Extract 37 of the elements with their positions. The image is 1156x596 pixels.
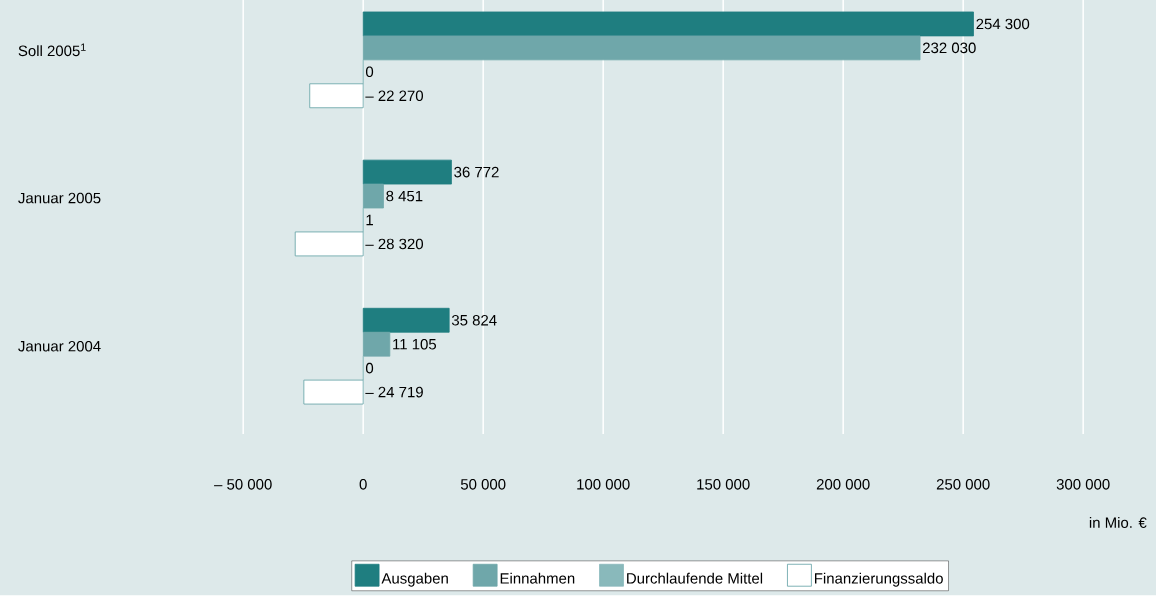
bar [362,159,452,185]
data-label: – 24 719 [365,387,423,398]
x-tick-label: 150 000 [697,479,750,490]
x-tick-label: 100 000 [577,479,630,490]
data-label: 0 [365,363,374,374]
x-tick-label: 50 000 [460,479,506,490]
data-label: 35 824 [451,315,497,326]
data-label: – 22 270 [365,90,424,102]
data-label: 8 451 [386,190,423,202]
data-label: 36 772 [454,167,499,178]
data-label: 0 [365,66,374,78]
bar [362,11,974,37]
data-label: 1 [366,215,373,226]
x-tick-label: 250 000 [936,479,990,490]
x-tick-label: – 50 000 [214,479,272,490]
x-tick-label: 300 000 [1056,479,1110,490]
y-tick-label: Januar 2004 [18,341,101,352]
legend-label: Durchlaufende Mittel [627,572,763,584]
legend-label: Finanzierungssaldo [815,572,943,587]
bar [362,332,391,357]
data-label: 254 300 [976,18,1030,30]
bar [303,379,364,405]
x-tick-label: 0 [359,479,367,490]
x-axis-title: in Mio. € [1089,517,1147,529]
legend-label: Einnahmen [500,572,575,584]
legend-label: Ausgaben [381,572,448,587]
y-tick-label: Soll 2005$^{1}$ [18,43,86,57]
bar [294,231,364,257]
y-tick-label: Januar 2005 [18,192,101,204]
data-label: – 28 320 [365,238,424,250]
x-tick-label: 200 000 [816,479,870,490]
data-label: 11 105 [393,339,437,350]
bar [362,308,450,333]
bar [309,83,364,109]
bar [362,183,384,209]
bar [362,35,921,61]
data-label: 232 030 [922,42,976,54]
